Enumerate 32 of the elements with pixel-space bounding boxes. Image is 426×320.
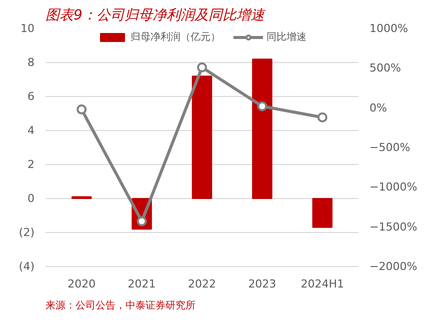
x-tick-label: 2021 — [128, 278, 156, 290]
point — [136, 216, 147, 226]
x-tick-label: 2020 — [68, 278, 96, 290]
y-tick-label: (2) — [18, 226, 35, 239]
chart-title: 图表9：公司归母净利润及同比增速 — [46, 8, 266, 24]
point — [317, 112, 328, 122]
legend-label: 同比增速 — [266, 30, 306, 44]
y2-tick-label: −2000% — [370, 260, 418, 273]
source-note: 来源：公司公告，中泰证券研究所 — [46, 300, 196, 312]
y-tick-label: 6 — [28, 90, 34, 103]
y-tick-label: 10 — [20, 22, 35, 35]
x-tick-label: 2022 — [188, 278, 216, 290]
y2-tick-label: 500% — [370, 62, 401, 75]
x-tick-label: 2023 — [248, 278, 276, 290]
y-tick-label: 8 — [28, 56, 34, 69]
point — [257, 101, 268, 112]
y2-tick-label: 0% — [370, 101, 387, 114]
bar — [252, 58, 272, 199]
y2-tick-label: −500% — [370, 141, 410, 154]
bar — [312, 198, 333, 228]
point — [76, 104, 87, 114]
x-tick-label: 2024H1 — [300, 278, 344, 290]
y-tick-label: 4 — [28, 124, 34, 137]
legend-label: 归母净利润（亿元） — [130, 30, 220, 44]
bar — [192, 76, 212, 199]
y2-tick-label: 1000% — [370, 22, 408, 35]
point — [197, 62, 207, 72]
y-tick-label: 0 — [28, 192, 34, 205]
y-tick-label: 2 — [28, 158, 34, 171]
y2-tick-label: −1500% — [370, 220, 418, 234]
y2-tick-label: −1000% — [370, 180, 418, 194]
y-tick-label: (4) — [18, 260, 35, 273]
